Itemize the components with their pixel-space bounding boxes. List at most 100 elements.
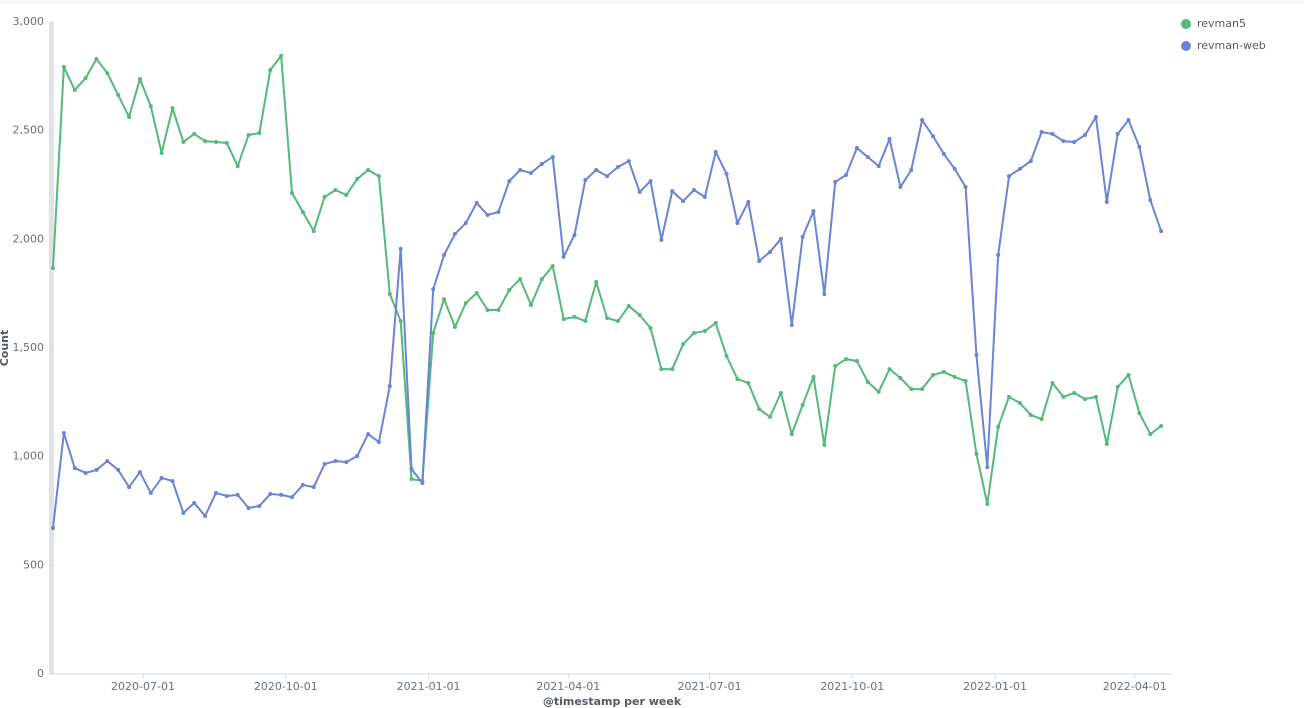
data-point bbox=[203, 513, 208, 518]
data-point bbox=[268, 492, 273, 497]
data-point bbox=[224, 141, 229, 146]
data-point bbox=[583, 319, 588, 324]
data-point bbox=[94, 467, 99, 472]
data-point bbox=[355, 176, 360, 181]
data-point bbox=[235, 164, 240, 169]
data-point bbox=[1072, 390, 1077, 395]
data-point bbox=[181, 510, 186, 515]
data-point bbox=[1148, 197, 1153, 202]
data-point bbox=[127, 485, 132, 490]
data-point bbox=[474, 201, 479, 206]
x-tick-label: 2021-07-01 bbox=[678, 680, 742, 693]
data-point bbox=[844, 173, 849, 178]
data-point bbox=[865, 379, 870, 384]
data-point bbox=[833, 179, 838, 184]
data-point bbox=[952, 166, 957, 171]
data-point bbox=[789, 322, 794, 327]
data-point bbox=[1039, 417, 1044, 422]
top-strip bbox=[0, 0, 1304, 4]
legend-swatch bbox=[1181, 19, 1191, 29]
data-point bbox=[1083, 133, 1088, 138]
data-point bbox=[757, 407, 762, 412]
data-point bbox=[192, 131, 197, 136]
data-point bbox=[615, 319, 620, 324]
data-point bbox=[702, 194, 707, 199]
data-point bbox=[691, 187, 696, 192]
data-point bbox=[333, 187, 338, 192]
data-point bbox=[1126, 372, 1131, 377]
x-tick-label: 2022-01-01 bbox=[963, 680, 1027, 693]
y-tick-label: 2,000 bbox=[13, 232, 45, 245]
data-point bbox=[463, 301, 468, 306]
data-point bbox=[344, 192, 349, 197]
data-point bbox=[496, 307, 501, 312]
data-point bbox=[83, 470, 88, 475]
data-point bbox=[474, 291, 479, 296]
data-point bbox=[1007, 174, 1012, 179]
data-point bbox=[116, 93, 121, 98]
data-point bbox=[366, 168, 371, 173]
x-tick-label: 2021-10-01 bbox=[820, 680, 884, 693]
data-point bbox=[1104, 442, 1109, 447]
data-point bbox=[355, 454, 360, 459]
data-point bbox=[1028, 412, 1033, 417]
data-point bbox=[996, 252, 1001, 257]
data-point bbox=[181, 139, 186, 144]
data-point bbox=[1126, 118, 1131, 123]
data-point bbox=[322, 194, 327, 199]
data-point bbox=[854, 146, 859, 151]
data-point bbox=[550, 154, 555, 159]
data-point bbox=[974, 352, 979, 357]
data-point bbox=[257, 504, 262, 509]
data-point bbox=[376, 440, 381, 445]
data-point bbox=[909, 168, 914, 173]
data-point bbox=[246, 133, 251, 138]
data-point bbox=[615, 164, 620, 169]
data-point bbox=[985, 502, 990, 507]
data-point bbox=[778, 390, 783, 395]
data-point bbox=[746, 199, 751, 204]
data-point bbox=[518, 168, 523, 173]
data-point bbox=[1039, 129, 1044, 134]
data-point bbox=[800, 402, 805, 407]
data-point bbox=[605, 316, 610, 321]
data-point bbox=[713, 149, 718, 154]
data-point bbox=[626, 304, 631, 309]
data-point bbox=[648, 179, 653, 184]
data-point bbox=[366, 432, 371, 437]
data-point bbox=[376, 174, 381, 179]
y-tick-label: 3,000 bbox=[13, 15, 45, 28]
data-point bbox=[659, 367, 664, 372]
data-point bbox=[94, 56, 99, 61]
data-point bbox=[550, 264, 555, 269]
data-point bbox=[626, 159, 631, 164]
data-point bbox=[670, 189, 675, 194]
data-point bbox=[83, 76, 88, 81]
series-line bbox=[52, 54, 1162, 506]
data-point bbox=[778, 236, 783, 241]
data-point bbox=[290, 191, 295, 196]
data-point bbox=[452, 324, 457, 329]
data-point bbox=[224, 494, 229, 499]
data-point bbox=[529, 302, 534, 307]
data-point bbox=[518, 277, 523, 282]
data-point bbox=[290, 495, 295, 500]
data-point bbox=[235, 492, 240, 497]
legend-label: revman-web bbox=[1197, 39, 1266, 52]
data-point bbox=[920, 118, 925, 123]
data-point bbox=[268, 68, 273, 73]
data-point bbox=[996, 424, 1001, 429]
data-point bbox=[1159, 229, 1164, 234]
data-point bbox=[159, 151, 164, 156]
x-axis-title: @timestamp per week bbox=[543, 695, 682, 708]
data-point bbox=[1137, 144, 1142, 149]
data-point bbox=[724, 171, 729, 176]
data-point bbox=[1028, 159, 1033, 164]
data-point bbox=[1104, 199, 1109, 204]
data-point bbox=[496, 209, 501, 214]
data-point bbox=[844, 357, 849, 362]
data-point bbox=[300, 482, 305, 487]
data-point bbox=[1115, 384, 1120, 389]
data-point bbox=[61, 430, 66, 435]
data-point bbox=[387, 384, 392, 389]
